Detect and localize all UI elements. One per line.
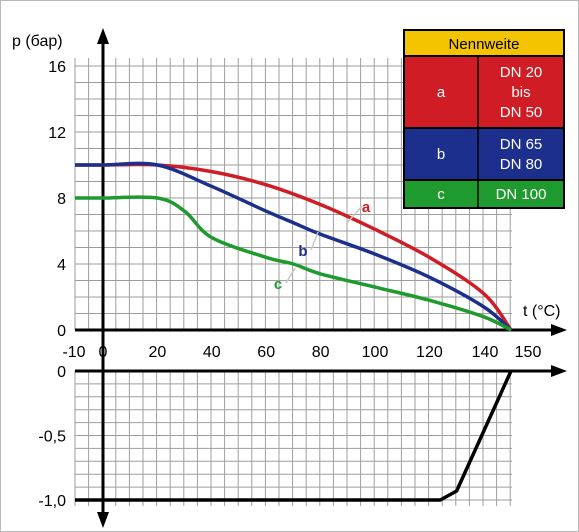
lower-y-tick-label: 0: [57, 364, 66, 381]
curve-label-a: a: [362, 199, 371, 216]
curve-leader-c: [285, 267, 296, 284]
legend-value-a: DN 50: [500, 104, 543, 121]
lower-y-tick-label: -0,5: [38, 429, 66, 446]
legend-value-b: DN 65: [500, 136, 543, 153]
x-tick-label: 120: [416, 344, 443, 361]
x-tick-label: 140: [472, 344, 499, 361]
y-tick-label: 0: [57, 323, 66, 340]
legend-value-c: DN 100: [496, 186, 547, 203]
legend-key-c: c: [437, 186, 445, 203]
legend-key-b: b: [437, 146, 445, 163]
x-axis-label: t (°C): [523, 303, 561, 320]
curve-leader-a: [346, 205, 363, 224]
x-tick-label: 40: [203, 344, 221, 361]
curve-labels: a bc: [274, 199, 371, 293]
x-tick-label: 80: [312, 344, 330, 361]
legend-value-a: DN 20: [500, 64, 543, 81]
axes: [75, 28, 567, 528]
lower-grid: [74, 370, 512, 506]
series-lines: [74, 161, 513, 502]
curve-leader-b: [310, 231, 319, 251]
x-axis-lower-arrow: [551, 365, 567, 377]
legend-key-a: a: [437, 84, 446, 101]
y-tick-label: 12: [48, 125, 66, 142]
x-tick-label: 0: [99, 344, 108, 361]
y-tick-label: 8: [57, 191, 66, 208]
legend-row-b: [403, 127, 565, 181]
y-axis-label: p (бар): [12, 33, 63, 50]
lower-y-tick-label: -1,0: [38, 493, 66, 510]
legend-row-c: [403, 179, 565, 209]
y-axis-arrow-up: [97, 28, 109, 44]
x-tick-label: 20: [149, 344, 167, 361]
legend-value-a: bis: [511, 84, 530, 101]
y-tick-label: 16: [48, 59, 66, 76]
legend: Nennweite a DN 20 bis DN 50 b DN 65 DN 80 c DN 10…: [403, 29, 565, 209]
y-axis-arrow-down: [97, 512, 109, 528]
series-line-b: [75, 161, 513, 332]
x-tick-label: -10: [62, 344, 85, 361]
x-tick-label: 100: [362, 344, 389, 361]
series-line-c: [74, 195, 512, 332]
curve-label-b: b: [298, 243, 307, 260]
legend-header: Nennweite: [449, 36, 520, 53]
curve-label-c: c: [274, 276, 282, 293]
y-tick-label: 4: [57, 257, 66, 274]
x-axis-upper-arrow: [551, 324, 567, 336]
x-tick-label: 150: [515, 344, 542, 361]
vacuum-line: [75, 370, 513, 502]
legend-value-b: DN 80: [500, 156, 543, 173]
x-tick-label: 60: [257, 344, 275, 361]
